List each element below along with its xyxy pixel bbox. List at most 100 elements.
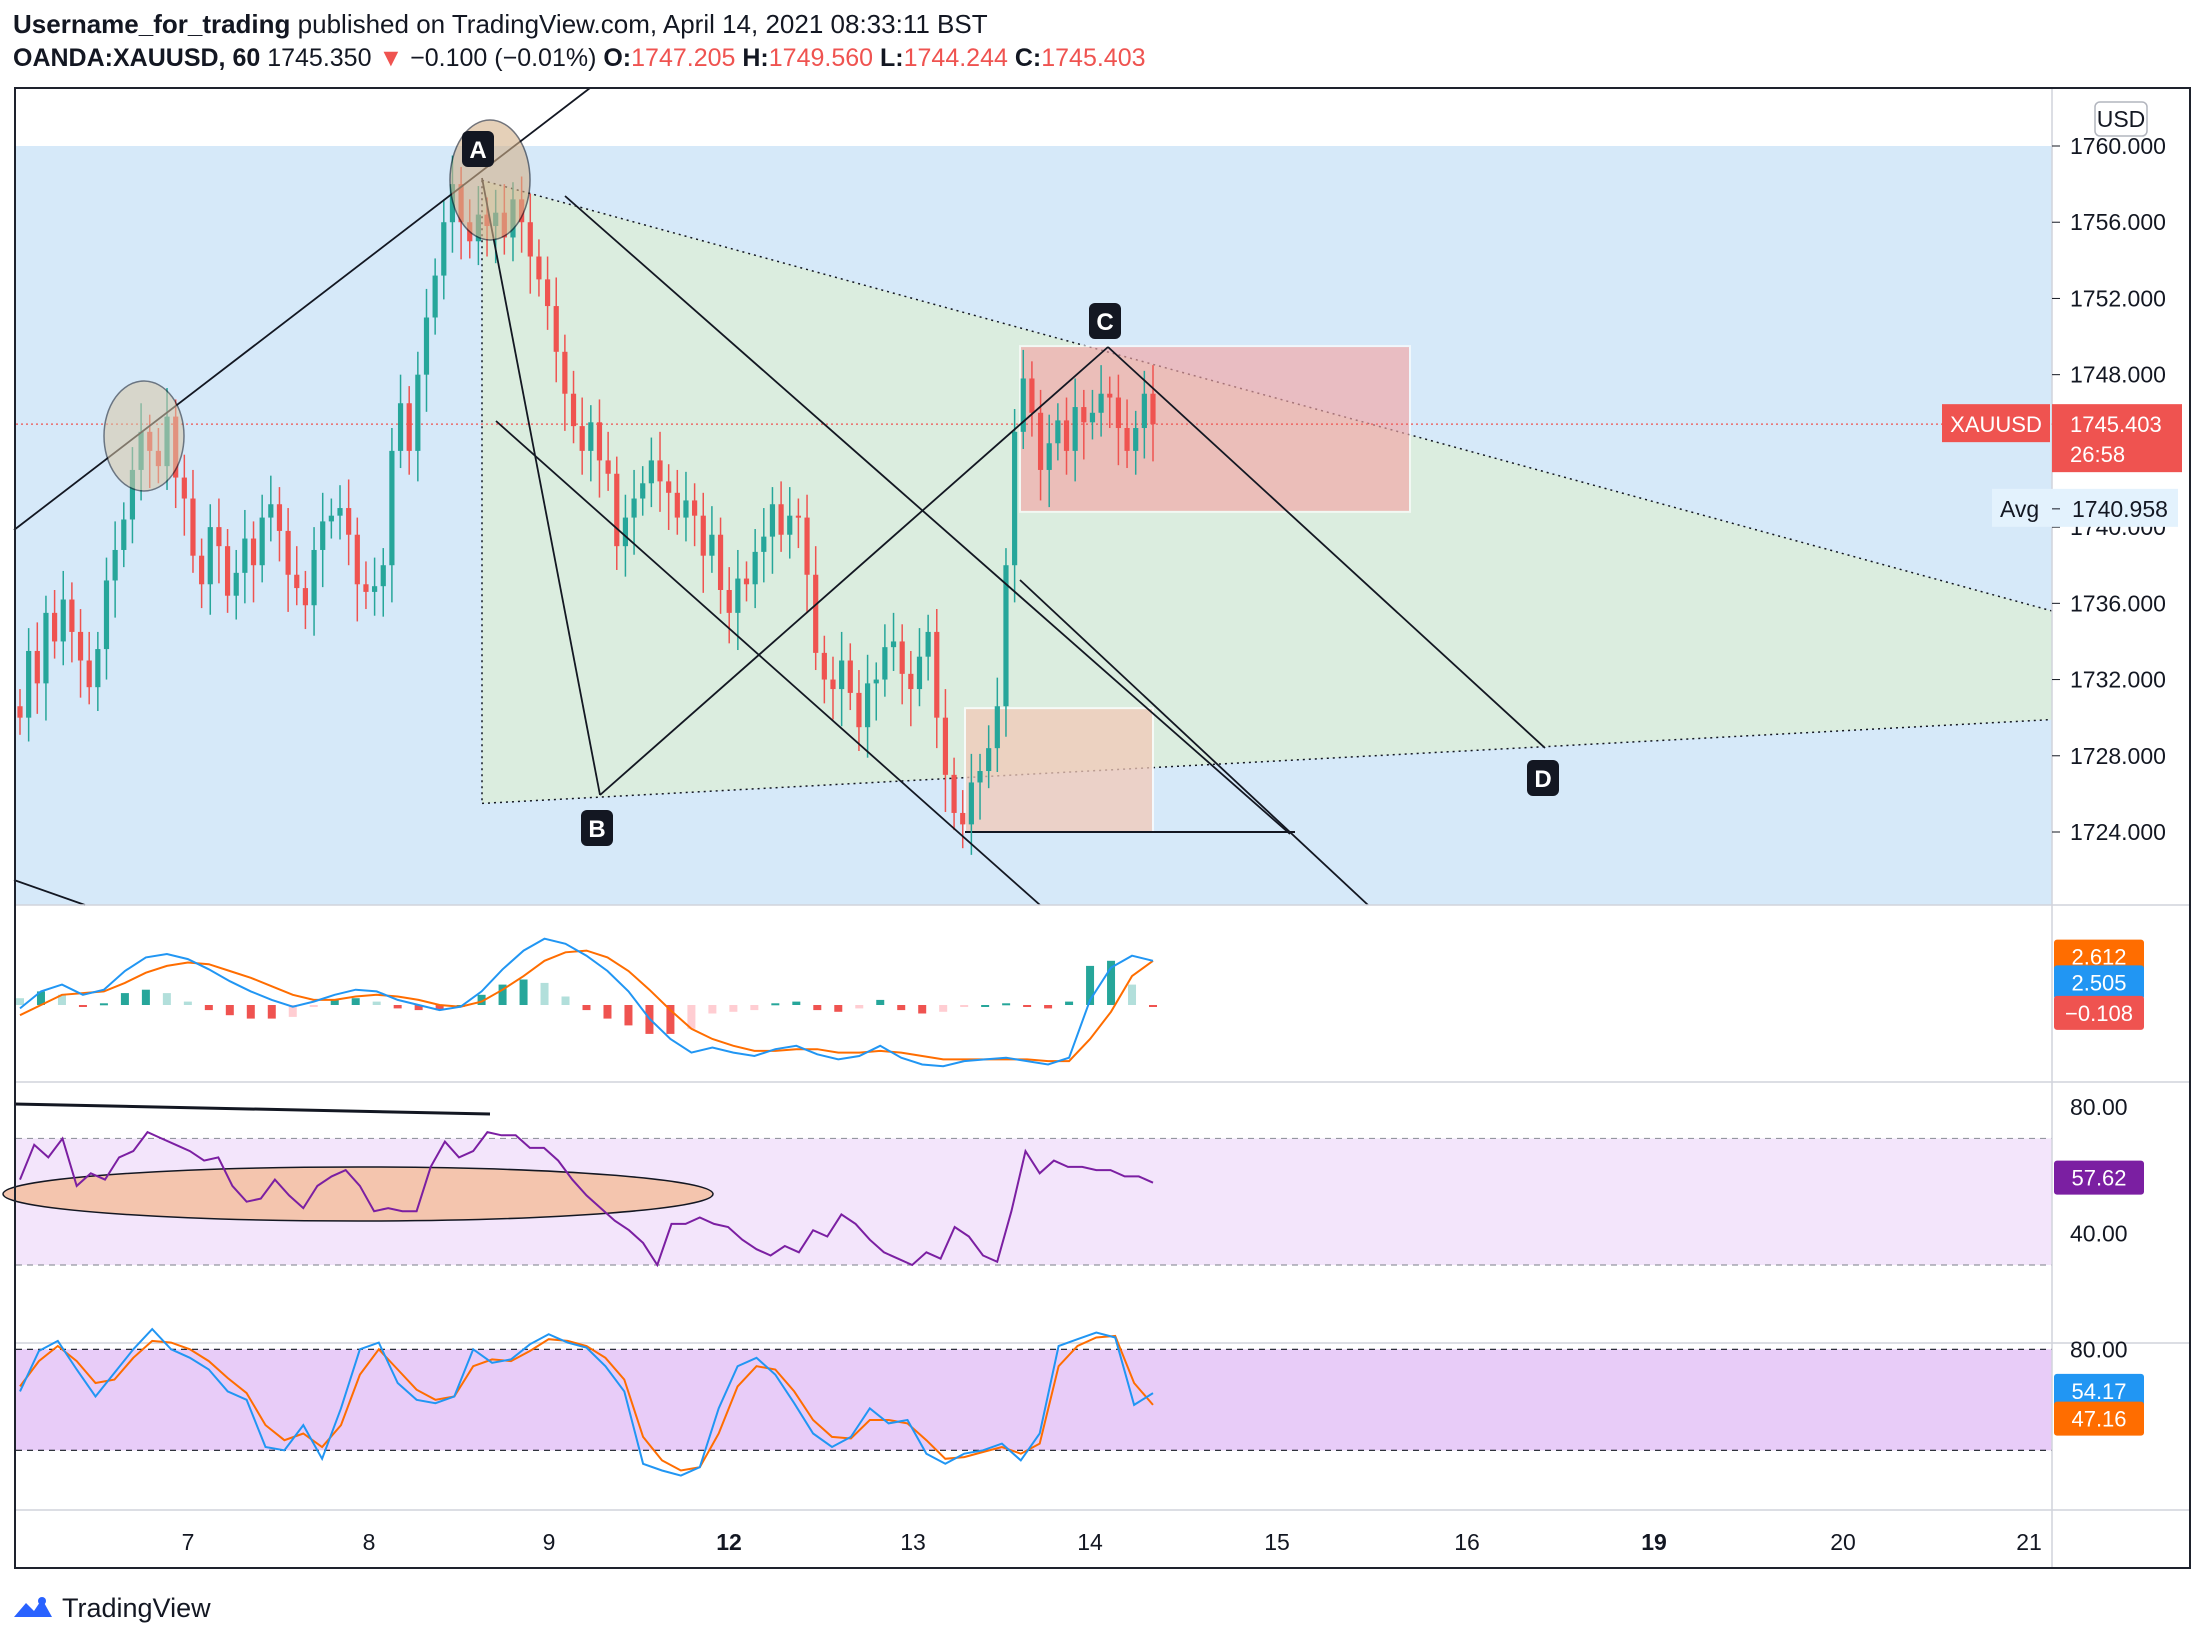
- price-tick-label: 1724.000: [2070, 819, 2166, 845]
- candle-body: [977, 771, 983, 783]
- candle-body: [787, 515, 793, 535]
- macd-histogram-bar: [498, 984, 507, 1005]
- macd-histogram-bar: [750, 1005, 759, 1011]
- time-tick-label: 12: [716, 1529, 742, 1555]
- macd-histogram-bar: [351, 998, 360, 1005]
- candle-body: [250, 538, 257, 566]
- candle-body: [579, 426, 585, 451]
- macd-histogram-bar: [78, 1005, 87, 1007]
- candle-body: [1081, 407, 1087, 423]
- candle-body: [380, 565, 386, 587]
- main-price-pane: A B C D: [13, 87, 2191, 1511]
- avg-tag-label: Avg: [2000, 496, 2039, 522]
- candle-body: [683, 500, 689, 518]
- low-value: 1744.244: [903, 44, 1008, 72]
- price-tick-label: 1728.000: [2070, 743, 2166, 769]
- candle-body: [1124, 428, 1130, 451]
- candle-body: [34, 650, 40, 684]
- time-tick-label: 8: [363, 1529, 376, 1555]
- close-label: C:: [1014, 44, 1042, 72]
- macd-histogram-bar: [666, 1005, 675, 1034]
- rsi-pane: [2, 1102, 2052, 1268]
- price-axis[interactable]: 1760.0001756.0001752.0001748.0001740.000…: [1942, 87, 2182, 1567]
- tradingview-logo-icon[interactable]: [12, 1595, 54, 1621]
- candle-body: [1098, 393, 1104, 413]
- channel-lower-line: [495, 420, 1041, 906]
- macd-line: [19, 937, 1154, 1068]
- macd-histogram-bar: [1128, 984, 1137, 1005]
- pattern-point-b-label: B: [588, 816, 605, 843]
- time-tick-label: 20: [1830, 1529, 1856, 1555]
- candle-body: [666, 481, 672, 493]
- candle-body: [743, 578, 750, 585]
- last-price: 1745.350: [267, 44, 372, 72]
- time-axis[interactable]: 7 8 9 12 13 14 15 16 19 20 21: [182, 1529, 2042, 1555]
- candle-body: [821, 652, 827, 680]
- macd-histogram-bar: [561, 996, 570, 1005]
- macd-histogram-bar: [876, 999, 885, 1005]
- candle-body: [415, 374, 421, 451]
- macd-line-tag-bg: [2054, 965, 2144, 1000]
- footer: TradingView: [12, 1588, 211, 1628]
- pattern-point-a-label: A: [469, 137, 486, 164]
- candle-body: [17, 706, 23, 718]
- macd-histogram-bar: [708, 1005, 717, 1014]
- candle-body: [596, 422, 603, 461]
- candle-body: [890, 641, 897, 648]
- candle-body: [1115, 397, 1121, 429]
- price-tag-value: 1745.403: [2070, 412, 2162, 437]
- chart-frame: [14, 87, 2191, 1569]
- candle-body: [692, 500, 698, 516]
- candle-body: [994, 706, 1000, 749]
- candle-body: [337, 508, 343, 516]
- macd-histogram-bar: [204, 1005, 213, 1011]
- macd-histogram-bar: [57, 994, 66, 1005]
- stoch-tick-80: 80.00: [2070, 1336, 2128, 1362]
- pattern-point-c-badge: [1089, 303, 1121, 339]
- candle-body: [1046, 443, 1052, 470]
- macd-histogram-bar: [1086, 965, 1095, 1005]
- stoch-k-line: [19, 1327, 1154, 1477]
- candle-body: [717, 534, 724, 590]
- time-tick-label: 9: [543, 1529, 556, 1555]
- author-name[interactable]: Username_for_trading: [13, 9, 291, 39]
- candle-body: [423, 317, 430, 375]
- candle-body: [588, 422, 594, 451]
- price-tick-label: 1748.000: [2070, 362, 2166, 388]
- macd-histogram-bar: [288, 1005, 297, 1017]
- macd-histogram-bar: [1002, 1003, 1011, 1006]
- candle-body: [735, 578, 741, 613]
- candle-body: [951, 774, 957, 813]
- candle-body: [839, 660, 845, 690]
- candle-body: [752, 551, 758, 585]
- candle-body: [294, 574, 300, 589]
- macd-histogram-bar: [36, 991, 45, 1005]
- macd-histogram-bar: [582, 1005, 591, 1011]
- macd-histogram-bar: [918, 1005, 927, 1014]
- candle-body: [916, 656, 923, 690]
- open-value: 1747.205: [631, 44, 736, 72]
- candle-body: [795, 515, 801, 518]
- macd-histogram-bar: [162, 993, 171, 1005]
- candle-body: [216, 527, 222, 547]
- candle-body: [372, 586, 378, 592]
- time-tick-label: 13: [900, 1529, 926, 1555]
- candle-body: [544, 279, 551, 307]
- macd-histogram-bar: [960, 1005, 969, 1007]
- candle-body: [86, 660, 92, 688]
- candle-body: [397, 403, 404, 451]
- triangle-upper-line: [481, 179, 2053, 612]
- candle-body: [363, 584, 369, 592]
- macd-signal-tag-bg: [2054, 939, 2144, 974]
- candle-body: [354, 534, 360, 585]
- candle-body: [302, 588, 309, 606]
- candle-body: [328, 515, 334, 522]
- macd-histogram-bar: [540, 982, 549, 1005]
- candle-body: [942, 717, 949, 775]
- close-value: 1745.403: [1041, 44, 1146, 72]
- candle-body: [190, 498, 196, 556]
- rsi-line: [19, 1130, 1154, 1268]
- footer-brand[interactable]: TradingView: [62, 1592, 211, 1623]
- macd-histogram-bar: [1065, 1001, 1074, 1005]
